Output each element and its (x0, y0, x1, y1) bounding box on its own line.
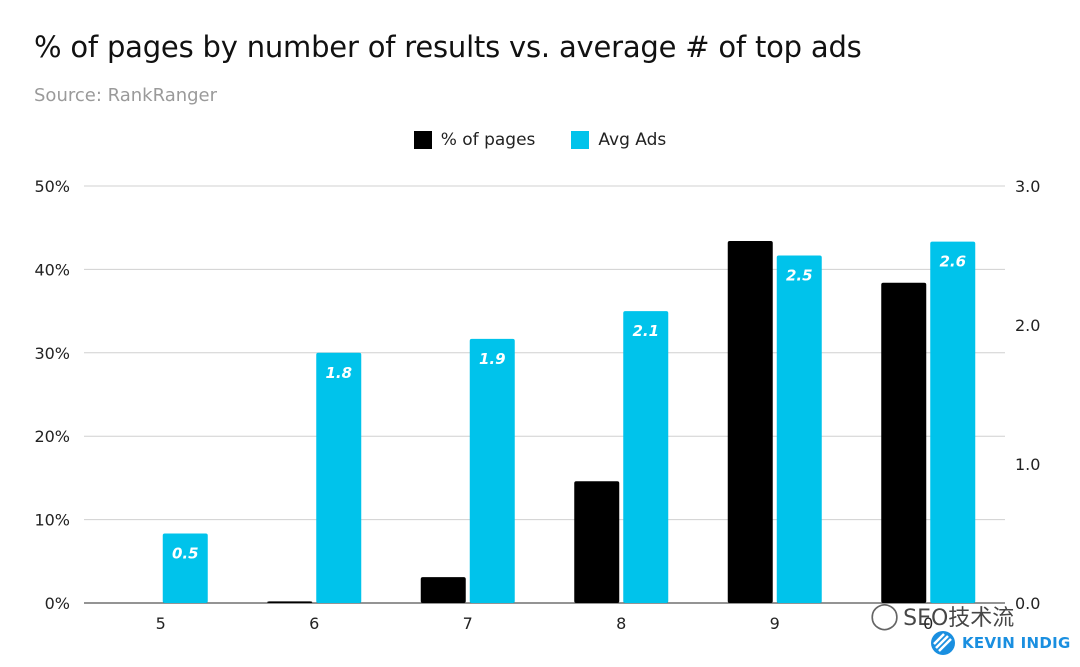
x-tick-label: 7 (463, 614, 473, 633)
y-right-tick-label: 2.0 (1015, 316, 1040, 335)
bar-pages (420, 577, 466, 603)
bar-avg-ads (469, 338, 515, 603)
chart-subtitle: Source: RankRanger (34, 85, 218, 106)
y-left-tick-label: 10% (34, 511, 70, 530)
bar-data-label: 2.6 (939, 253, 966, 271)
y-left-tick-label: 0% (45, 594, 70, 613)
brand-icon (931, 631, 955, 655)
x-tick-label: 8 (616, 614, 626, 633)
bar-data-label: 2.5 (786, 267, 813, 285)
legend-label-pages: % of pages (440, 130, 536, 150)
chart-legend: % of pages Avg Ads (0, 130, 1080, 150)
chart-title: % of pages by number of results vs. aver… (34, 30, 862, 64)
y-right-tick-label: 0.0 (1015, 594, 1040, 613)
bar-pages (574, 481, 620, 603)
bar-pages (267, 601, 313, 603)
bar-avg-ads (316, 352, 362, 603)
x-tick-label: 5 (156, 614, 166, 633)
bar-avg-ads (162, 533, 208, 603)
y-left-tick-label: 50% (34, 177, 70, 196)
bar-pages (881, 282, 927, 603)
legend-item-ads: Avg Ads (571, 130, 666, 150)
y-right-tick-label: 3.0 (1015, 177, 1040, 196)
y-right-tick-label: 1.0 (1015, 455, 1040, 474)
legend-item-pages: % of pages (413, 130, 536, 150)
bar-avg-ads (930, 241, 976, 603)
bar-data-label: 2.1 (632, 322, 659, 340)
bar-avg-ads (623, 311, 669, 603)
x-tick-label: 9 (770, 614, 780, 633)
x-tick-label: 6 (309, 614, 319, 633)
bar-data-label: 1.9 (479, 350, 506, 368)
watermark: ◯ SEO技术流 (870, 600, 1014, 632)
wechat-icon: ◯ (870, 601, 900, 631)
legend-label-ads: Avg Ads (598, 130, 667, 150)
y-left-tick-label: 40% (34, 260, 70, 279)
bar-data-label: 1.8 (325, 364, 352, 382)
bar-data-label: 0.5 (172, 545, 199, 563)
x-tick-label: 0 (923, 614, 933, 633)
legend-swatch-pages (413, 131, 432, 149)
bar-pages (727, 241, 773, 603)
y-left-tick-label: 20% (34, 427, 70, 446)
legend-swatch-ads (571, 131, 590, 149)
y-left-tick-label: 30% (34, 344, 70, 363)
brand-name: KEVIN INDIG (962, 634, 1071, 652)
bar-avg-ads (776, 255, 822, 603)
brand-logo: KEVIN INDIG (930, 630, 1071, 656)
watermark-text: SEO技术流 (903, 606, 1015, 631)
